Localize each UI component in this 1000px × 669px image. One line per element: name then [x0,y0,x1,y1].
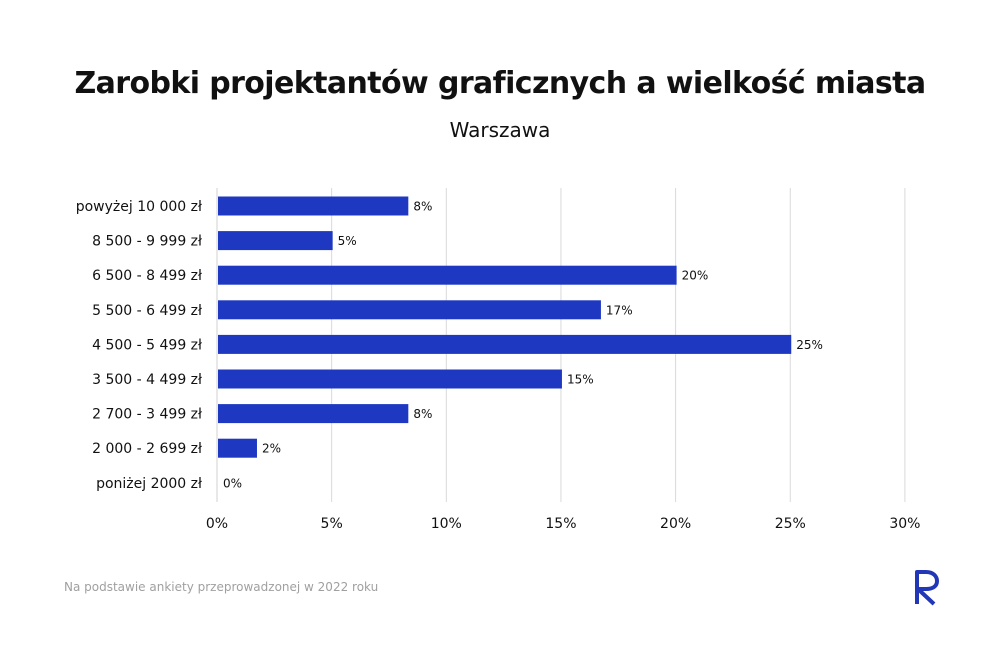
value-label: 25% [796,338,823,352]
value-label: 5% [338,234,357,248]
x-tick-label: 10% [431,516,462,532]
category-label: 8 500 - 9 999 zł [92,234,202,250]
category-label: 4 500 - 5 499 zł [92,337,202,353]
category-label: 6 500 - 8 499 zł [92,268,202,284]
value-label: 17% [606,303,633,317]
x-axis-ticks: 0% 5% 10% 15% 20% 25% 30% [206,516,921,532]
chart-subtitle: Warszawa [449,118,551,142]
bar [218,265,677,285]
category-label: powyżej 10 000 zł [76,199,202,215]
category-label: 2 000 - 2 699 zł [92,441,202,457]
category-label: poniżej 2000 zł [96,476,202,492]
value-label: 20% [682,269,709,283]
brand-r-logo-icon [915,570,939,606]
x-tick-label: 0% [206,516,228,532]
bar [218,300,601,320]
value-label: 8% [413,200,432,214]
bar [218,231,333,251]
bar [218,369,562,389]
x-tick-label: 20% [660,516,691,532]
x-tick-label: 15% [545,516,576,532]
bar [218,404,409,424]
bars [218,196,792,458]
x-tick-label: 25% [775,516,806,532]
bar [218,196,409,216]
value-labels: 8% 5% 20% 17% 25% 15% 8% 2% 0% [223,200,823,491]
value-label: 8% [413,407,432,421]
x-tick-label: 5% [321,516,343,532]
chart-title: Zarobki projektantów graficznych a wielk… [74,66,926,101]
bar [218,334,792,354]
category-labels: powyżej 10 000 zł 8 500 - 9 999 zł 6 500 -… [76,199,202,492]
value-label: 2% [262,442,281,456]
value-label: 15% [567,373,594,387]
footnote: Na podstawie ankiety przeprowadzonej w 2… [64,580,379,594]
x-tick-label: 30% [889,516,920,532]
bar [218,438,257,458]
category-label: 2 700 - 3 499 zł [92,407,202,423]
category-label: 3 500 - 4 499 zł [92,372,202,388]
value-label: 0% [223,476,242,490]
category-label: 5 500 - 6 499 zł [92,303,202,319]
